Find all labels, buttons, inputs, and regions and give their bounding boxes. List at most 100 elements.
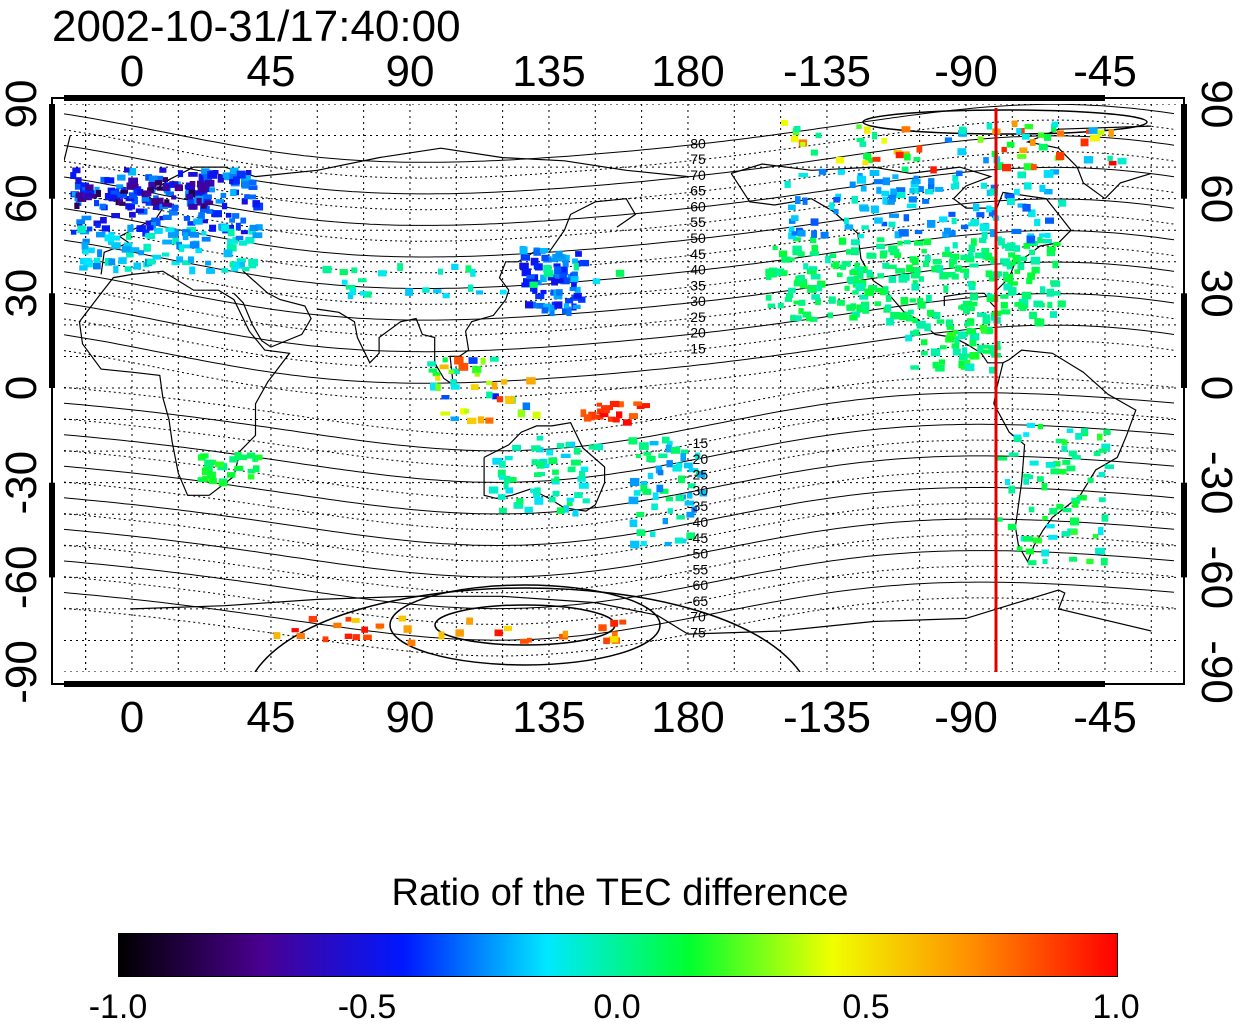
tec-ratio-cell [856,266,864,272]
tec-ratio-cell [119,201,126,206]
tec-ratio-cell [948,271,956,278]
tec-ratio-cell [501,379,508,385]
tec-ratio-cell [155,175,164,182]
tec-ratio-cell [939,216,948,223]
tec-ratio-cell [932,259,942,265]
tec-ratio-cell [1001,146,1007,153]
tec-ratio-cell [791,215,799,221]
tec-ratio-cell [864,126,871,134]
tec-ratio-cell [534,497,544,505]
tec-ratio-cell [81,215,92,221]
tec-ratio-cell [1097,433,1103,441]
tec-ratio-cell [244,175,251,181]
tec-ratio-cell [925,294,932,303]
tec-ratio-cell [806,268,817,275]
tec-ratio-cell [982,349,993,354]
tec-ratio-cell [849,181,856,188]
tec-ratio-cell [352,634,360,641]
magnetic-latitude-labels: 8075706560555045403530252015-15-20-25-30… [688,135,708,640]
tec-ratio-cell [347,292,354,300]
tec-ratio-cell [552,469,559,475]
tec-ratio-cell [100,217,107,224]
tec-ratio-cell [465,265,472,273]
tec-ratio-cell [121,246,131,253]
tec-ratio-cell [490,356,499,362]
tec-ratio-cell [619,619,627,625]
north-pole-contour [862,109,1148,135]
tec-ratio-cell [504,625,512,632]
tec-ratio-cell [687,492,693,499]
tec-ratio-cell [684,500,695,506]
tec-ratio-cell [225,212,232,218]
tec-ratio-cell [905,334,913,342]
tec-ratio-cell [578,482,589,489]
tec-ratio-cell [188,189,196,198]
tec-ratio-cell [683,462,693,469]
tec-ratio-cell [1083,156,1094,164]
tec-ratio-cell [949,260,955,269]
tec-ratio-cell [209,224,217,232]
left-latitude-label: 60 [0,174,46,223]
tec-ratio-cell [124,167,130,173]
bottom-longitude-label: 180 [651,693,724,742]
tec-ratio-cell [492,393,499,400]
tec-ratio-cell [195,190,206,199]
tec-ratio-cell [244,194,251,200]
tec-ratio-cell [241,198,248,205]
magnetic-latitude-label: 45 [690,246,706,262]
tec-ratio-cell [86,226,93,232]
tec-ratio-cell [917,301,926,309]
tec-ratio-cell [904,311,911,316]
tec-ratio-cell [544,464,550,469]
tec-ratio-cell [921,351,928,356]
tec-ratio-cell [1086,558,1094,565]
tec-ratio-cell [238,240,248,246]
tec-ratio-cell [766,273,772,281]
tec-ratio-cell [856,175,867,184]
tec-ratio-cell [477,416,485,424]
tec-ratio-cell [245,236,255,244]
tec-ratio-cell [519,262,529,270]
tec-ratio-cell [1010,261,1016,266]
magnetic-latitude-label: -50 [688,546,708,562]
tec-ratio-cell [569,287,577,292]
tec-ratio-cell [1046,524,1055,529]
tec-ratio-cell [575,251,582,257]
tec-ratio-cell [1018,298,1028,304]
tec-ratio-cell [440,411,450,416]
tec-ratio-cell [1066,465,1076,472]
tec-ratio-cell [951,217,957,225]
tec-ratio-cell [195,247,203,254]
tec-ratio-cell [197,180,204,188]
tec-ratio-cell [205,200,214,206]
tec-ratio-cell [866,269,873,277]
tec-ratio-cell [189,266,196,275]
tec-ratio-cell [124,266,132,272]
tec-ratio-cell [227,238,234,245]
tec-ratio-cell [111,213,120,219]
tec-ratio-cell [552,490,560,497]
magnetic-contour [64,408,1175,468]
tec-ratio-cell [1023,478,1030,485]
frame-bar [64,95,1105,101]
tec-ratio-cell [517,409,526,418]
tec-ratio-cell [543,264,552,273]
tec-ratio-cell [202,196,212,203]
tec-ratio-cell [790,314,796,322]
tec-ratio-cell [1062,508,1072,513]
tec-ratio-cell [910,180,919,188]
tec-ratio-cell [988,274,996,282]
tec-ratio-cell [240,217,247,224]
tec-ratio-cell [532,411,541,419]
tec-ratio-cell [554,271,562,279]
tec-ratio-cell [1037,476,1044,482]
tec-ratio-cell [178,244,185,252]
tec-ratio-cell [647,472,654,479]
tec-ratio-cell [182,244,191,249]
tec-ratio-cell [1043,170,1054,178]
tec-ratio-cell [448,369,454,374]
tec-ratio-cell [1081,428,1088,434]
tec-ratio-cell [540,274,547,283]
tec-ratio-cell [499,460,506,468]
tec-ratio-cell [99,203,106,210]
